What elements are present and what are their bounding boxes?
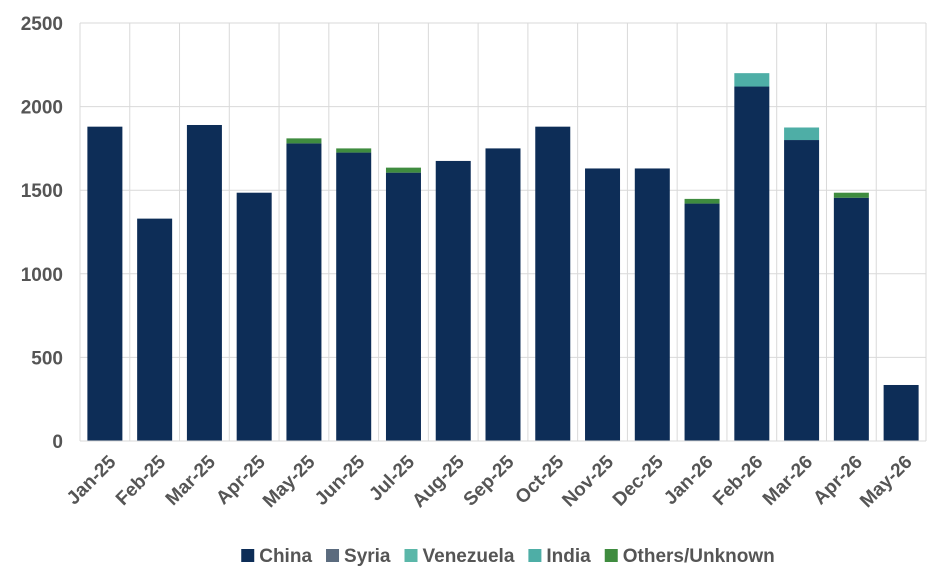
x-axis-tick-labels: Jan-25Feb-25Mar-25Apr-25May-25Jun-25Jul-… (63, 451, 917, 512)
legend-swatch-india (528, 549, 542, 562)
bar-others-unknown-apr-26 (833, 192, 869, 198)
legend-swatch-syria (326, 549, 340, 562)
x-tick-label: Jun-25 (311, 451, 369, 509)
bar-china-jun-25 (336, 152, 372, 441)
legend-label: India (546, 546, 591, 567)
bar-china-jul-25 (385, 172, 421, 442)
y-tick-label: 2000 (21, 98, 63, 119)
bar-others-unknown-jan-26 (684, 198, 720, 204)
x-tick-label: Oct-25 (512, 451, 569, 508)
x-tick-label: Mar-25 (162, 451, 220, 509)
bar-others-unknown-may-25 (286, 138, 322, 144)
bar-china-sep-25 (485, 148, 521, 441)
y-tick-label: 0 (52, 432, 63, 453)
legend-label: Venezuela (423, 546, 515, 567)
y-axis-tick-labels: 0 500 1000 1500 2000 2500 (21, 14, 63, 453)
x-tick-label: Feb-26 (709, 452, 767, 510)
bars (87, 73, 919, 442)
bar-china-feb-25 (137, 218, 173, 441)
bar-china-jan-25 (87, 126, 123, 441)
x-tick-label: May-25 (259, 451, 320, 512)
bar-china-mar-26 (784, 140, 820, 442)
bar-china-jan-26 (684, 203, 720, 441)
legend-label: China (259, 546, 312, 567)
bar-china-may-26 (883, 384, 919, 441)
bar-india-mar-26 (784, 127, 820, 141)
x-tick-label: Nov-25 (558, 451, 618, 511)
bar-china-dec-25 (634, 168, 670, 442)
bar-others-unknown-jul-25 (385, 167, 421, 173)
legend-swatch-others-unknown (604, 549, 618, 562)
bar-china-aug-25 (435, 160, 471, 441)
gridlines (79, 22, 927, 442)
y-tick-label: 500 (31, 348, 63, 369)
bar-china-apr-25 (236, 192, 272, 441)
bar-china-apr-26 (833, 197, 869, 441)
legend-label: Syria (344, 546, 391, 567)
x-tick-label: Feb-25 (112, 451, 170, 509)
bar-china-mar-25 (186, 124, 222, 441)
y-tick-label: 1000 (21, 265, 63, 286)
bar-china-nov-25 (585, 168, 621, 442)
legend-swatch-china (241, 549, 255, 562)
x-tick-label: Sep-25 (460, 451, 519, 510)
x-tick-label: Mar-26 (759, 452, 817, 510)
bar-china-oct-25 (535, 126, 571, 441)
x-tick-label: Aug-25 (408, 451, 469, 512)
bar-china-feb-26 (734, 86, 770, 441)
x-tick-label: Jan-25 (63, 451, 121, 509)
legend-swatch-venezuela (404, 549, 418, 562)
legend: China Syria Venezuela India Others/Unknown (241, 546, 775, 567)
x-tick-label: May-26 (856, 452, 916, 512)
bar-china-may-25 (286, 143, 322, 441)
bar-others-unknown-jun-25 (336, 148, 372, 153)
y-tick-label: 2500 (21, 14, 63, 35)
x-tick-label: Dec-25 (609, 451, 668, 510)
legend-label: Others/Unknown (623, 546, 775, 567)
y-tick-label: 1500 (21, 181, 63, 202)
x-tick-label: Jan-26 (660, 452, 717, 509)
bar-india-feb-26 (734, 73, 770, 87)
